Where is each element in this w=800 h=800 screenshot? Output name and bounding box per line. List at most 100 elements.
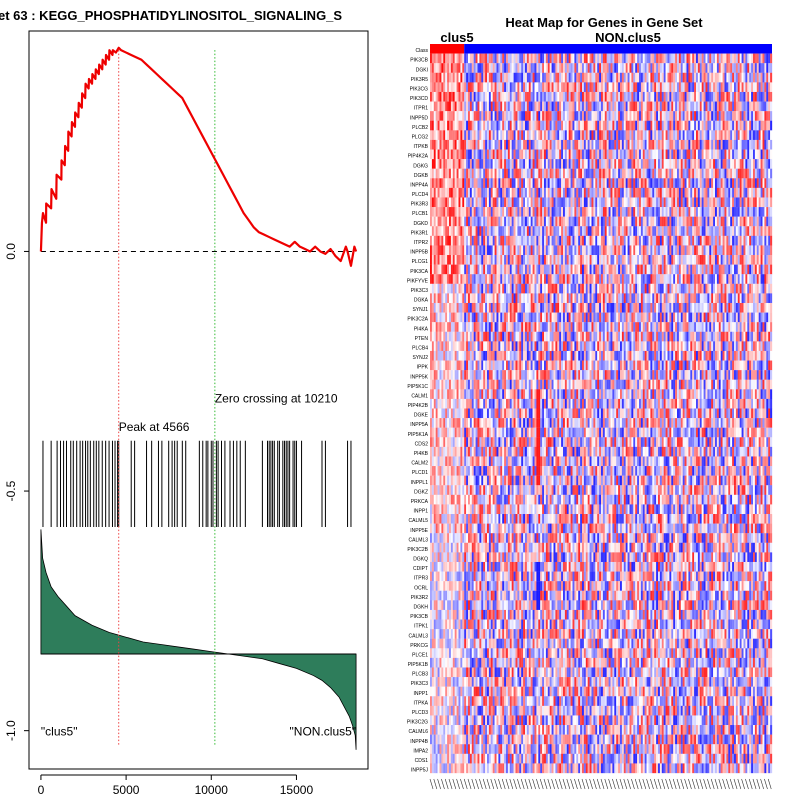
heatmap-cell — [578, 120, 581, 131]
heatmap-cell — [671, 283, 674, 294]
heatmap-cell — [498, 197, 501, 208]
heatmap-cell — [561, 130, 564, 141]
heatmap-cell — [433, 245, 436, 256]
heatmap-cell — [530, 293, 533, 304]
heatmap-cell — [591, 149, 594, 160]
heatmap-cell — [608, 207, 611, 217]
heatmap-cell — [547, 178, 550, 189]
heatmap-cell — [443, 293, 446, 304]
heatmap-cell — [667, 168, 670, 179]
heatmap-cell — [602, 216, 605, 227]
heatmap-cell — [544, 159, 547, 169]
heatmap-cell — [640, 91, 643, 102]
heatmap-cell — [728, 159, 731, 169]
heatmap-cell — [652, 178, 655, 189]
heatmap-cell — [732, 235, 735, 246]
heatmap-cell — [745, 187, 748, 198]
heatmap-cell — [481, 101, 484, 112]
heatmap-cell — [477, 91, 480, 102]
heatmap-cell — [466, 178, 469, 189]
heatmap-cell — [625, 91, 628, 102]
heatmap-cell — [656, 245, 659, 256]
heatmap-cell — [737, 53, 740, 64]
heatmap-cell — [770, 72, 773, 83]
heatmap-cell — [610, 302, 613, 313]
heatmap-cell — [690, 111, 693, 121]
heatmap-cell — [694, 207, 697, 217]
heatmap-cell — [589, 302, 592, 313]
heatmap-cell — [530, 63, 533, 73]
heatmap-cell — [492, 302, 495, 313]
heatmap-cell — [528, 120, 531, 131]
heatmap-cell — [519, 178, 522, 189]
heatmap-cell — [690, 168, 693, 179]
heatmap-cell — [563, 226, 566, 236]
heatmap-cell — [644, 283, 647, 294]
heatmap-cell — [604, 53, 607, 64]
heatmap-cell — [667, 197, 670, 208]
heatmap-cell — [487, 53, 490, 64]
heatmap-cell — [599, 91, 602, 102]
heatmap-cell — [758, 101, 761, 112]
heatmap-cell — [682, 283, 685, 294]
heatmap-cell — [722, 130, 725, 141]
heatmap-cell — [540, 187, 543, 198]
heatmap-cell — [481, 139, 484, 150]
heatmap-cell — [487, 264, 490, 275]
heatmap-cell — [652, 111, 655, 121]
heatmap-cell — [715, 168, 718, 179]
heatmap-cell — [439, 216, 442, 227]
heatmap-cell — [507, 101, 510, 112]
heatmap-cell — [542, 53, 545, 64]
heatmap-cell — [728, 53, 731, 64]
heatmap-cell — [502, 245, 505, 256]
heatmap-cell — [517, 283, 520, 294]
heatmap-cell — [730, 139, 733, 150]
heatmap-cell — [538, 53, 541, 64]
heatmap-cell — [547, 187, 550, 198]
heatmap-cell — [728, 293, 731, 304]
heatmap-cell — [466, 168, 469, 179]
heatmap-cell — [760, 207, 763, 217]
heatmap-cell — [507, 72, 510, 83]
heatmap-cell — [597, 245, 600, 256]
heatmap-cell — [758, 72, 761, 83]
heatmap-cell — [587, 101, 590, 112]
heatmap-cell — [758, 283, 761, 294]
heatmap-cell — [435, 101, 438, 112]
heatmap-cell — [637, 91, 640, 102]
heatmap-cell — [473, 63, 476, 73]
heatmap-cell — [735, 53, 738, 64]
heatmap-cell — [540, 207, 543, 217]
heatmap-cell — [713, 207, 716, 217]
heatmap-cell — [559, 187, 562, 198]
heatmap-cell — [707, 63, 710, 73]
heatmap-cell — [540, 82, 543, 93]
heatmap-cell — [680, 149, 683, 160]
heatmap-cell — [640, 178, 643, 189]
heatmap-cell — [686, 178, 689, 189]
heatmap-cell — [557, 235, 560, 246]
heatmap-cell — [595, 226, 598, 236]
class-bar-clus5 — [430, 44, 465, 54]
heatmap-cell — [433, 178, 436, 189]
heatmap-cell — [650, 283, 653, 294]
heatmap-cell — [462, 111, 465, 121]
heatmap-cell — [487, 139, 490, 150]
heatmap-cell — [762, 82, 765, 93]
heatmap-cell — [673, 245, 676, 256]
heatmap-cell — [496, 149, 499, 160]
heatmap-cell — [709, 264, 712, 275]
heatmap-cell — [502, 139, 505, 150]
heatmap-cell — [680, 274, 683, 284]
heatmap-cell — [544, 91, 547, 102]
heatmap-cell — [547, 159, 550, 169]
heatmap-cell — [534, 226, 537, 236]
heatmap-cell — [454, 149, 457, 160]
heatmap-cell — [540, 149, 543, 160]
heatmap-cell — [758, 149, 761, 160]
heatmap-cell — [521, 197, 524, 208]
heatmap-cell — [509, 274, 512, 284]
heatmap-cell — [540, 63, 543, 73]
heatmap-cell — [466, 226, 469, 236]
